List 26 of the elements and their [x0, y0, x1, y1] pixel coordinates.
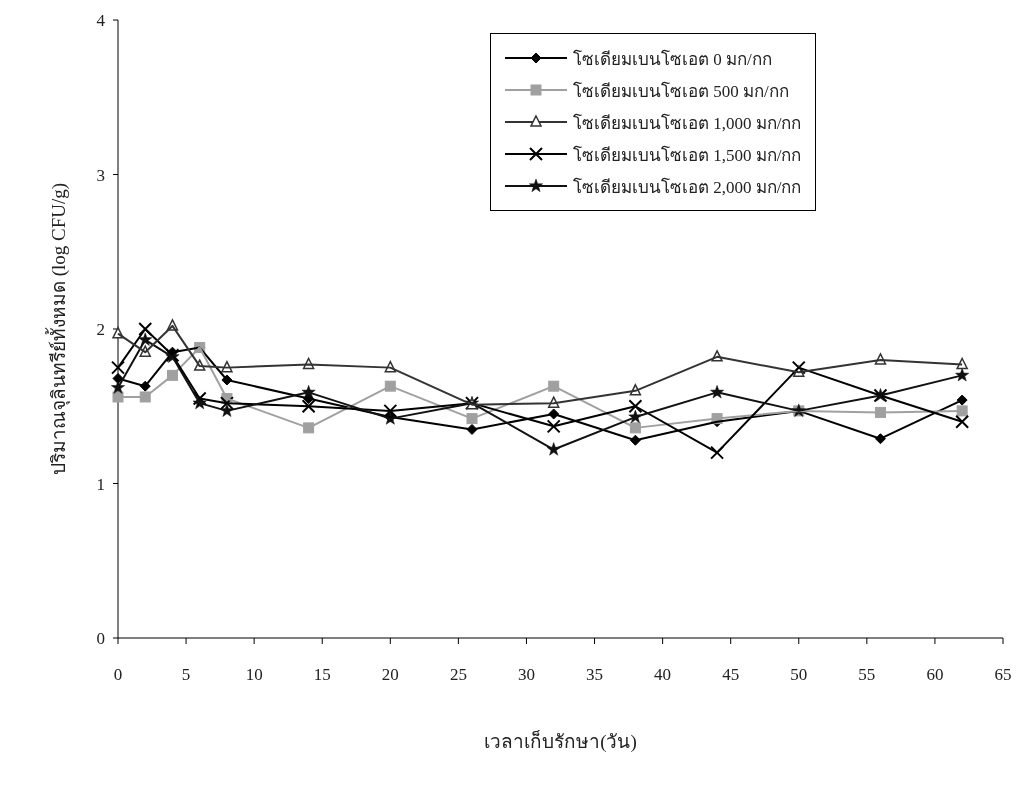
y-tick-label: 1 [96, 474, 105, 494]
x-tick-label: 65 [994, 665, 1012, 685]
x-tick-label: 0 [113, 665, 123, 685]
x-tick-label: 30 [517, 665, 535, 685]
x-tick-label: 15 [313, 665, 331, 685]
legend-label: โซเดียมเบนโซเอต 500 มก/กก [573, 80, 789, 103]
x-tick-label: 60 [926, 665, 944, 685]
x-tick-label: 50 [790, 665, 808, 685]
x-tick-label: 55 [858, 665, 876, 685]
x-tick-label: 45 [722, 665, 740, 685]
x-tick-label: 20 [381, 665, 399, 685]
y-axis-title: ปริมาณจุลินทรีย์ทั้งหมด (log CFU/g) [44, 182, 71, 476]
legend-label: โซเดียมเบนโซเอต 1,500 มก/กก [573, 144, 802, 167]
y-tick-label: 2 [96, 320, 105, 340]
legend-label: โซเดียมเบนโซเอต 2,000 มก/กก [573, 176, 802, 199]
y-tick-label: 4 [96, 11, 106, 31]
y-tick-label: 3 [96, 165, 105, 185]
x-tick-label: 10 [245, 665, 263, 685]
legend-label: โซเดียมเบนโซเอต 1,000 มก/กก [573, 112, 802, 135]
x-tick-label: 35 [586, 665, 604, 685]
x-tick-label: 25 [449, 665, 467, 685]
x-axis-title: เวลาเก็บรักษา(วัน) [484, 729, 637, 753]
x-tick-label: 40 [654, 665, 672, 685]
x-tick-label: 5 [181, 665, 191, 685]
legend-label: โซเดียมเบนโซเอต 0 มก/กก [573, 48, 772, 71]
y-tick-label: 0 [96, 629, 105, 649]
